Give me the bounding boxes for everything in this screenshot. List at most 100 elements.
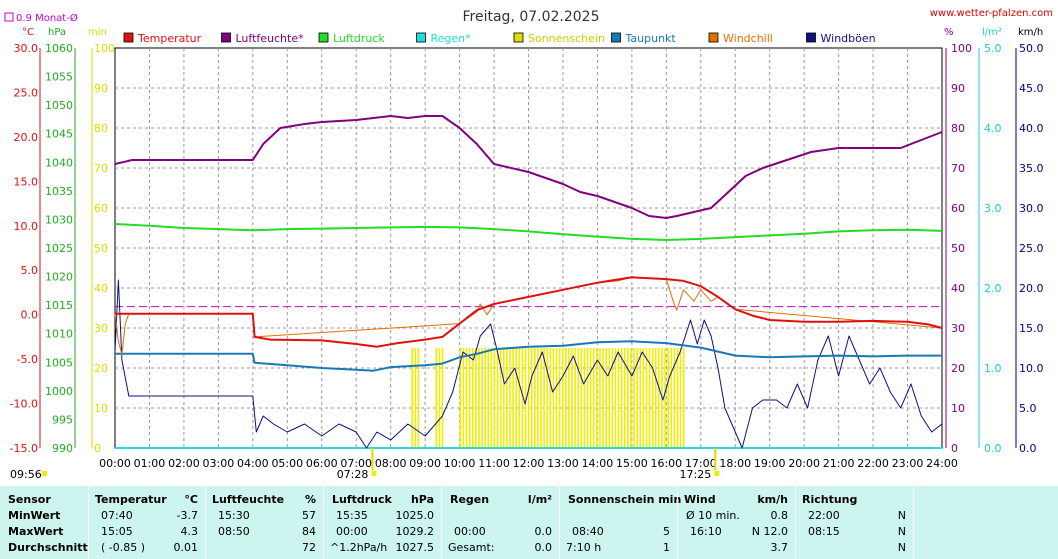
humidity-tick-label: 50 bbox=[951, 242, 965, 255]
humidity-tick-label: 30 bbox=[951, 322, 965, 335]
sun-tick-label: 20 bbox=[94, 362, 108, 375]
sunshine-bar bbox=[515, 348, 518, 448]
sun-tick-label: 90 bbox=[94, 82, 108, 95]
x-tick-label: 23:00 bbox=[892, 457, 924, 470]
hdr-temp-unit: °C bbox=[184, 493, 198, 506]
col-rain: Regen l/m² 00:00 0.0 Gesamt: 0.0 bbox=[441, 486, 560, 559]
sunshine-bar bbox=[602, 348, 604, 448]
sunshine-bar bbox=[673, 348, 676, 448]
sunshine-bar bbox=[518, 348, 521, 448]
hdr-hum: Luftfeuchte bbox=[212, 493, 285, 506]
pressure-tick-label: 990 bbox=[52, 442, 73, 455]
sunshine-bar bbox=[633, 348, 635, 448]
unit-rain: l/m² bbox=[982, 27, 1002, 38]
wind-tick-label: 45.0 bbox=[1019, 82, 1044, 95]
sunshine-bar bbox=[552, 348, 555, 448]
x-tick-label: 20:00 bbox=[788, 457, 820, 470]
humidity-tick-label: 10 bbox=[951, 402, 965, 415]
press-min-time: 15:35 bbox=[336, 509, 368, 522]
x-tick-label: 18:00 bbox=[719, 457, 751, 470]
sun-max-time: 08:40 bbox=[572, 525, 604, 538]
series-luftfeuchte bbox=[114, 115, 943, 219]
sunrise-icon bbox=[371, 471, 377, 476]
sunshine-bar bbox=[546, 348, 549, 448]
rain-tick-label: 3.0 bbox=[984, 202, 1002, 215]
sunshine-bar bbox=[664, 348, 666, 448]
hum-max-time: 08:50 bbox=[218, 525, 250, 538]
sunshine-bar bbox=[435, 348, 438, 448]
sunset-icon bbox=[714, 471, 720, 476]
humidity-tick-label: 100 bbox=[951, 42, 972, 55]
sunshine-bar bbox=[414, 348, 417, 448]
series-luftdruck bbox=[114, 223, 943, 241]
weather-chart: Freitag, 07.02.2025 www.wetter-pfalzen.c… bbox=[4, 8, 1053, 481]
sunshine-bar bbox=[478, 348, 480, 448]
legend-swatch bbox=[708, 32, 719, 43]
sunshine-bar bbox=[583, 348, 586, 448]
sunshine-bar bbox=[639, 348, 642, 448]
sun-total-time: 7:10 h bbox=[566, 541, 602, 554]
sunrise-time: 07:28 bbox=[337, 468, 369, 481]
unit-temp: °C bbox=[22, 27, 34, 38]
press-avg-val: 1027.5 bbox=[395, 541, 435, 554]
legend: Temperatur Luftfeuchte* Luftdruck Regen* Son… bbox=[123, 32, 876, 45]
rain-total-val: 0.0 bbox=[534, 541, 553, 554]
x-tick-label: 24:00 bbox=[926, 457, 958, 470]
sunshine-bar bbox=[543, 348, 545, 448]
sunshine-bar bbox=[580, 348, 583, 448]
sun-max-val: 5 bbox=[663, 525, 670, 538]
press-min-val: 1025.0 bbox=[395, 509, 435, 522]
sunshine-bar bbox=[574, 348, 576, 448]
col-sensor: Sensor MinWert MaxWert Durchschnitt bbox=[0, 486, 88, 559]
legend-entry: Regen* bbox=[431, 32, 472, 45]
hdr-temp: Temperatur bbox=[95, 493, 167, 506]
temp-tick-label: 5.0 bbox=[21, 264, 39, 277]
humidity-tick-label: 70 bbox=[951, 162, 965, 175]
sunshine-bar bbox=[527, 348, 530, 448]
sunshine-bar bbox=[636, 348, 638, 448]
temp-avg-val: 0.01 bbox=[173, 541, 199, 554]
x-tick-label: 19:00 bbox=[754, 457, 786, 470]
legend-swatch bbox=[123, 32, 134, 43]
sunshine-bar bbox=[475, 348, 477, 448]
sunshine-bar bbox=[411, 348, 413, 448]
sunshine-bar bbox=[438, 348, 441, 448]
row-label-max: MaxWert bbox=[8, 525, 64, 538]
hdr-dir: Richtung bbox=[802, 493, 858, 506]
temp-max-val: 4.3 bbox=[180, 525, 199, 538]
x-tick-label: 17:00 bbox=[685, 457, 717, 470]
series-temperatur bbox=[115, 276, 943, 348]
wind-min-label: Ø 10 min. bbox=[686, 509, 740, 522]
sunshine-bar bbox=[512, 348, 514, 448]
wind-tick-label: 10.0 bbox=[1019, 362, 1044, 375]
col-temperature: Temperatur °C 07:40 -3.7 15:05 4.3 ( -0.… bbox=[88, 486, 206, 559]
series-windböen bbox=[114, 279, 943, 449]
sunshine-bar bbox=[679, 348, 682, 448]
pressure-tick-label: 1050 bbox=[45, 99, 73, 112]
x-tick-label: 02:00 bbox=[168, 457, 200, 470]
sunshine-bars bbox=[411, 348, 685, 448]
x-tick-label: 13:00 bbox=[547, 457, 579, 470]
sunshine-bar bbox=[620, 348, 623, 448]
sunshine-bar bbox=[645, 348, 648, 448]
col-pressure: Luftdruck hPa 15:35 1025.0 00:00 1029.2 … bbox=[323, 486, 442, 559]
sunshine-bar bbox=[577, 348, 580, 448]
legend-swatch bbox=[806, 32, 816, 43]
sunshine-bar bbox=[503, 348, 505, 448]
row-label-avg: Durchschnitt bbox=[8, 541, 88, 554]
x-tick-label: 07:00 bbox=[340, 457, 372, 470]
series-taupunkt bbox=[115, 340, 942, 372]
hdr-rain: Regen bbox=[450, 493, 490, 506]
unit-humidity: % bbox=[944, 27, 954, 38]
legend-entry: Windchill bbox=[723, 32, 773, 45]
x-tick-label: 08:00 bbox=[375, 457, 407, 470]
legend-swatch bbox=[416, 32, 426, 43]
corner-time: 09:56 bbox=[10, 468, 42, 481]
humidity-tick-label: 60 bbox=[951, 202, 965, 215]
sunshine-bar bbox=[605, 348, 607, 448]
hum-min-time: 15:30 bbox=[218, 509, 250, 522]
sunshine-bar bbox=[599, 348, 601, 448]
sunshine-bar bbox=[592, 348, 595, 448]
monthly-avg-legend-box bbox=[4, 12, 14, 22]
row-label-min: MinWert bbox=[8, 509, 61, 522]
